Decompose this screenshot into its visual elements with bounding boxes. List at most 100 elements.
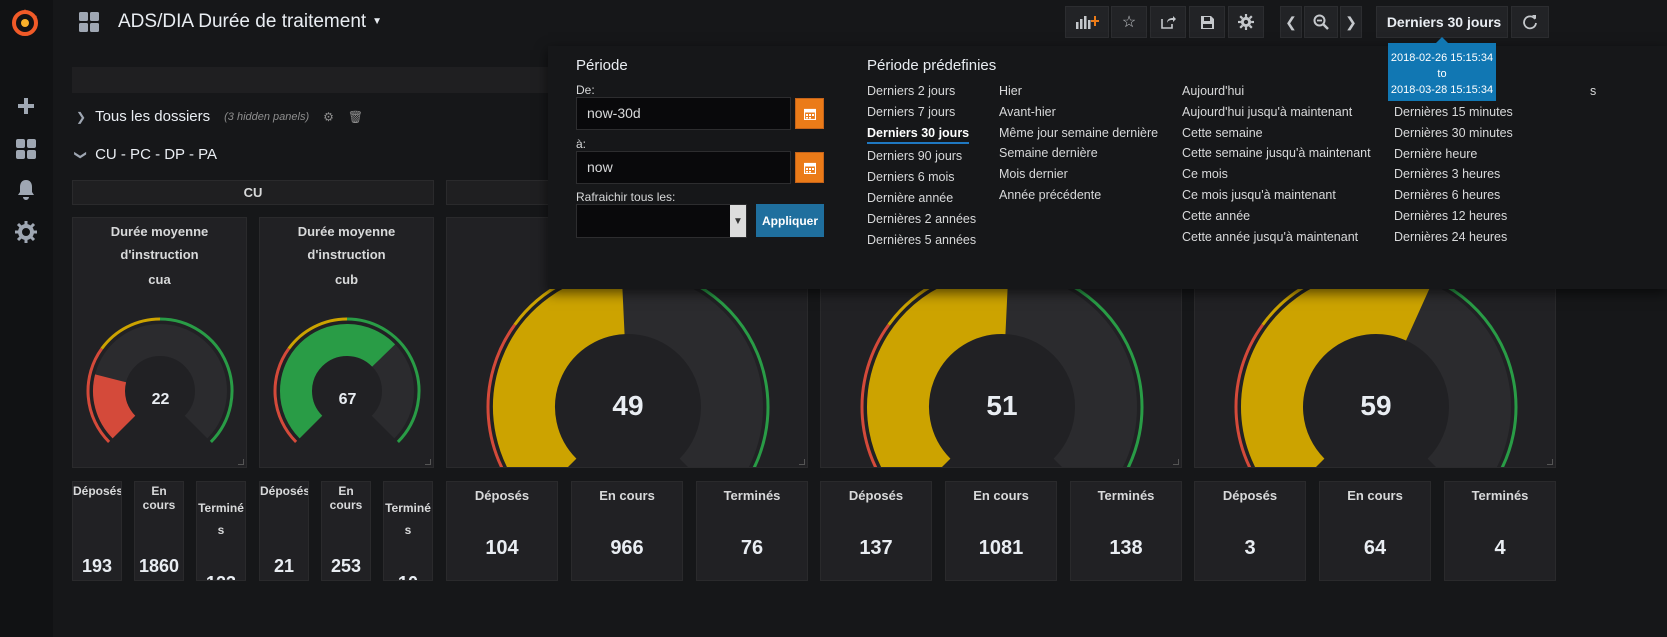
- preset-col1-5[interactable]: Dernière année: [867, 191, 954, 205]
- gear-icon[interactable]: [12, 218, 40, 246]
- resize-handle[interactable]: [1173, 459, 1179, 465]
- stat-panel-termines[interactable]: Terminé s 10: [383, 481, 433, 581]
- preset-col4-2[interactable]: Dernière heure: [1394, 146, 1478, 161]
- preset-col4-5[interactable]: Dernières 12 heures: [1394, 209, 1508, 223]
- chevron-right-icon: ❯: [1345, 13, 1357, 30]
- preset-col3-1[interactable]: Aujourd'hui jusqu'à maintenant: [1182, 104, 1353, 119]
- gauge-value: 67: [338, 391, 357, 408]
- refresh-select[interactable]: ▼: [576, 204, 747, 238]
- stat-panel-deposes[interactable]: Déposés 193: [72, 481, 122, 581]
- save-icon: [1200, 15, 1214, 29]
- preset-col3-4[interactable]: Ce mois: [1182, 167, 1228, 182]
- row-settings-icon[interactable]: ⚙: [323, 109, 334, 124]
- stat-panel-en-cours[interactable]: En cours 64: [1319, 481, 1431, 581]
- stat-panel-termines[interactable]: Terminés 138: [1070, 481, 1182, 581]
- chevron-down-icon: ▼: [730, 205, 746, 237]
- resize-handle[interactable]: [1547, 459, 1553, 465]
- row-tous-les-dossiers[interactable]: ❯ Tous les dossiers (3 hidden panels) ⚙ …: [76, 108, 363, 125]
- preset-col3-6[interactable]: Cette année: [1182, 208, 1251, 223]
- time-shift-back-button[interactable]: ❮: [1280, 6, 1302, 38]
- stat-panel-deposes[interactable]: Déposés 21: [259, 481, 309, 581]
- row-title: Tous les dossiers: [95, 108, 211, 125]
- cog-icon: [1238, 14, 1254, 30]
- preset-col2-0[interactable]: Hier: [999, 84, 1022, 98]
- plus-icon[interactable]: [12, 92, 40, 120]
- settings-button[interactable]: [1228, 6, 1264, 38]
- resize-handle[interactable]: [425, 459, 431, 465]
- dashboard-title[interactable]: ADS/DIA Durée de traitement ▼: [118, 11, 382, 33]
- stat-value: 21: [273, 556, 295, 576]
- stat-panel-en-cours[interactable]: En cours 1860: [134, 481, 184, 581]
- preset-col3-0[interactable]: Aujourd'hui: [1182, 84, 1245, 98]
- stat-panel-en-cours[interactable]: En cours 253: [321, 481, 371, 581]
- preset-col3-2[interactable]: Cette semaine: [1182, 125, 1263, 140]
- preset-col1-1[interactable]: Derniers 7 jours: [867, 104, 956, 119]
- preset-col2-1[interactable]: Avant-hier: [999, 104, 1056, 119]
- preset-col1-4[interactable]: Derniers 6 mois: [867, 170, 955, 185]
- star-button[interactable]: ☆: [1111, 6, 1147, 38]
- preset-col4-partial[interactable]: s: [1590, 84, 1597, 98]
- panel-title-line1: Durée moyenne d'instruction: [110, 224, 209, 262]
- gauge-panel-cua[interactable]: Durée moyenne d'instruction cua 22: [72, 217, 247, 468]
- preset-col1-2[interactable]: Derniers 30 jours: [867, 126, 970, 144]
- preset-col3-5[interactable]: Ce mois jusqu'à maintenant: [1182, 188, 1336, 202]
- stat-panel-termines[interactable]: Terminé s 123: [196, 481, 246, 581]
- grafana-logo-icon[interactable]: [8, 6, 42, 40]
- time-range-tooltip: 2018-02-26 15:15:34 to 2018-03-28 15:15:…: [1388, 37, 1496, 101]
- preset-col1-3[interactable]: Derniers 90 jours: [867, 149, 963, 164]
- row-delete-icon[interactable]: 🗑: [347, 109, 364, 124]
- stat-panel-en-cours[interactable]: En cours 1081: [945, 481, 1057, 581]
- gauge-panel-cub[interactable]: Durée moyenne d'instruction cub 67: [259, 217, 434, 468]
- bell-icon[interactable]: [12, 176, 40, 204]
- preset-col2-4[interactable]: Mois dernier: [999, 167, 1068, 182]
- stat-panel-en-cours[interactable]: En cours 966: [571, 481, 683, 581]
- row-cu-pc-dp-pa[interactable]: ❯ CU - PC - DP - PA: [74, 146, 217, 163]
- resize-handle[interactable]: [799, 459, 805, 465]
- share-icon: [1161, 16, 1176, 29]
- share-button[interactable]: [1150, 6, 1186, 38]
- time-range-button[interactable]: Derniers 30 jours: [1376, 6, 1508, 38]
- time-shift-forward-button[interactable]: ❯: [1340, 6, 1362, 38]
- preset-col2-5[interactable]: Année précédente: [999, 188, 1102, 202]
- zoom-out-button[interactable]: [1304, 6, 1338, 38]
- preset-col4-1[interactable]: Dernières 30 minutes: [1394, 125, 1513, 140]
- from-input[interactable]: now-30d: [576, 97, 791, 130]
- stat-title: Terminés: [723, 488, 781, 503]
- stat-panel-termines[interactable]: Terminés 4: [1444, 481, 1556, 581]
- gauge-large-3: [1234, 265, 1518, 467]
- preset-col1-6[interactable]: Dernières 2 années: [867, 211, 977, 226]
- stat-panel-deposes[interactable]: Déposés 104: [446, 481, 558, 581]
- add-panel-button[interactable]: [1065, 6, 1109, 38]
- stat-title-line1: Terminé: [198, 501, 244, 515]
- stat-title-line1: Terminé: [385, 501, 431, 515]
- apply-button[interactable]: Appliquer: [756, 204, 824, 237]
- time-picker-dropdown: Période De: now-30d à: now Rafraichir to…: [548, 46, 1667, 289]
- preset-col2-2[interactable]: Même jour semaine dernière: [999, 125, 1159, 140]
- preset-col2-3[interactable]: Semaine dernière: [999, 146, 1098, 161]
- refresh-button[interactable]: [1511, 6, 1549, 38]
- dashboards-icon[interactable]: [12, 135, 40, 163]
- dashboard-grid-icon[interactable]: [79, 12, 99, 37]
- stat-panel-deposes[interactable]: Déposés 137: [820, 481, 932, 581]
- stat-title-line2: s: [217, 523, 225, 537]
- from-calendar-button[interactable]: [795, 98, 824, 129]
- to-input[interactable]: now: [576, 151, 791, 184]
- resize-handle[interactable]: [238, 459, 244, 465]
- preset-col3-3[interactable]: Cette semaine jusqu'à maintenant: [1182, 146, 1371, 161]
- preset-col1-0[interactable]: Derniers 2 jours: [867, 84, 956, 98]
- calendar-icon: [803, 162, 816, 174]
- preset-col4-6[interactable]: Dernières 24 heures: [1394, 229, 1508, 244]
- stat-value: 10: [384, 573, 432, 580]
- preset-col4-3[interactable]: Dernières 3 heures: [1394, 167, 1501, 182]
- preset-col3-7[interactable]: Cette année jusqu'à maintenant: [1182, 229, 1359, 244]
- gauge-large-1: [486, 265, 770, 467]
- calendar-icon: [803, 108, 816, 120]
- preset-col4-4[interactable]: Dernières 6 heures: [1394, 188, 1501, 203]
- preset-col4-0[interactable]: Dernières 15 minutes: [1394, 105, 1513, 119]
- stat-panel-deposes[interactable]: Déposés 3: [1194, 481, 1306, 581]
- save-button[interactable]: [1189, 6, 1225, 38]
- preset-col1-7[interactable]: Dernières 5 années: [867, 232, 977, 247]
- stat-panel-termines[interactable]: Terminés 76: [696, 481, 808, 581]
- to-calendar-button[interactable]: [795, 152, 824, 183]
- gauge-value: 49: [612, 390, 644, 421]
